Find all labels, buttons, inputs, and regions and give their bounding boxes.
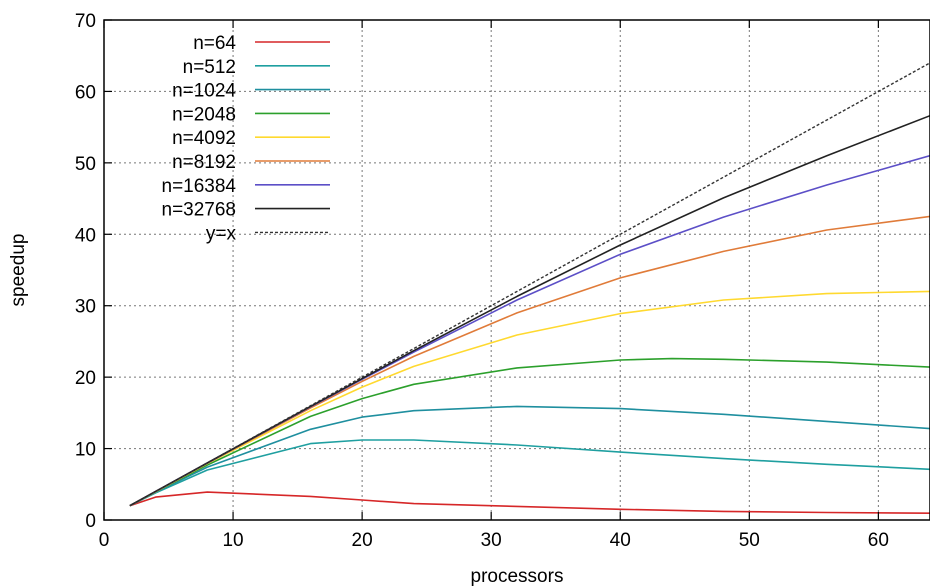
x-tick-label: 30 xyxy=(481,530,502,551)
legend-label: n=8192 xyxy=(172,152,236,173)
legend-label: n=4092 xyxy=(172,128,236,149)
x-tick-label: 40 xyxy=(610,530,631,551)
legend-label: n=16384 xyxy=(162,176,237,197)
axis-ticks: 0 10 20 30 40 50 60 0 10 20 30 40 50 60 70 xyxy=(75,11,889,551)
series-layer xyxy=(129,62,930,514)
plot-frame xyxy=(103,19,930,521)
y-tick-label: 50 xyxy=(75,154,96,175)
y-tick-label: 60 xyxy=(75,82,96,103)
x-tick-label: 10 xyxy=(222,530,243,551)
y-tick-label: 10 xyxy=(75,440,96,461)
y-tick-label: 30 xyxy=(75,297,96,318)
legend-label: y=x xyxy=(206,223,237,244)
series-line-n-1024 xyxy=(129,405,930,507)
legend-label: n=1024 xyxy=(172,81,236,102)
series-line-y-x xyxy=(129,62,930,507)
grid xyxy=(104,20,930,520)
y-tick-label: 20 xyxy=(75,368,96,389)
x-tick-label: 0 xyxy=(99,530,110,551)
y-axis-label: speedup xyxy=(8,234,29,307)
series-line-n-32768 xyxy=(129,114,930,507)
series-line-n-64 xyxy=(129,491,930,514)
series-line-n-2048 xyxy=(129,357,930,507)
x-tick-label: 60 xyxy=(868,530,889,551)
series-line-n-512 xyxy=(129,439,930,507)
x-tick-label: 20 xyxy=(352,530,373,551)
legend-label: n=64 xyxy=(193,33,236,54)
y-tick-label: 70 xyxy=(75,11,96,32)
legend-label: n=2048 xyxy=(172,104,236,125)
series-line-n-16384 xyxy=(129,154,930,507)
series-line-n-4092 xyxy=(129,290,930,507)
x-axis-label: processors xyxy=(471,566,564,587)
y-tick-label: 0 xyxy=(85,511,96,532)
legend-label: n=32768 xyxy=(162,200,237,221)
x-tick-label: 50 xyxy=(739,530,760,551)
y-tick-label: 40 xyxy=(75,225,96,246)
legend-label: n=512 xyxy=(183,57,236,78)
